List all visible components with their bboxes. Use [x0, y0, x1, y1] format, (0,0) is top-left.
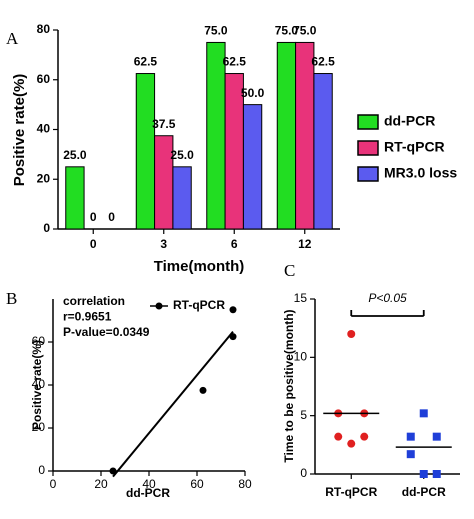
- x-tick-label: 6: [231, 237, 238, 251]
- y-tick-label: 0: [43, 221, 50, 235]
- y-tick-label: 60: [32, 334, 46, 348]
- legend-label: MR3.0 loss: [384, 165, 457, 181]
- point: [419, 409, 428, 418]
- value-label: 75.0: [204, 24, 228, 38]
- y-axis-title: Positive rate(%): [30, 340, 44, 430]
- y-tick-label: 0: [38, 463, 45, 477]
- y-tick-label: 10: [294, 350, 308, 364]
- point: [419, 470, 428, 478]
- legend-label: RT-qPCR: [384, 139, 445, 155]
- value-label: 62.5: [311, 55, 335, 69]
- bar: [135, 73, 156, 230]
- y-tick-label: 20: [37, 171, 51, 185]
- bar: [242, 104, 263, 230]
- legend-swatch: [357, 114, 379, 130]
- y-tick-label: 80: [37, 22, 51, 36]
- value-label: 62.5: [223, 55, 247, 69]
- annotation: r=0.9651: [63, 310, 112, 324]
- legend-swatch: [357, 140, 379, 156]
- point: [199, 386, 207, 394]
- point: [432, 470, 441, 478]
- value-label: 75.0: [275, 24, 299, 38]
- point: [347, 439, 356, 448]
- y-axis-title: Time to be positive(month): [282, 309, 296, 462]
- bar: [276, 41, 297, 230]
- annotation: correlation: [63, 294, 125, 308]
- x-tick-label: 40: [142, 477, 156, 491]
- point: [334, 432, 343, 441]
- y-tick-label: 40: [32, 377, 46, 391]
- bar: [65, 166, 85, 230]
- value-label: 25.0: [63, 148, 87, 162]
- x-tick-label: 3: [160, 237, 167, 251]
- x-tick-label: 80: [238, 477, 252, 491]
- value-label: 25.0: [170, 148, 194, 162]
- point: [229, 333, 237, 341]
- legend-swatch: [357, 166, 379, 182]
- trend-line: [112, 330, 234, 478]
- point: [406, 450, 415, 459]
- y-tick-label: 15: [294, 291, 308, 305]
- point: [432, 432, 441, 441]
- legend-label: RT-qPCR: [173, 298, 225, 312]
- point: [360, 432, 369, 441]
- x-tick-label: dd-PCR: [402, 485, 446, 499]
- annotation: P-value=0.0349: [63, 325, 150, 339]
- value-label: 37.5: [152, 117, 176, 131]
- value-label: 75.0: [293, 24, 317, 38]
- panel-label: A: [6, 29, 19, 48]
- point: [406, 432, 415, 441]
- value-label: 62.5: [134, 55, 158, 69]
- bar: [313, 73, 333, 230]
- annotation: P<0.05: [368, 291, 407, 305]
- y-tick-label: 5: [300, 408, 307, 422]
- y-axis-title: Positive rate(%): [11, 74, 28, 187]
- y-tick-label: 0: [300, 466, 307, 480]
- point: [109, 467, 117, 475]
- value-label: 0: [90, 210, 97, 224]
- bar: [206, 41, 226, 230]
- y-tick-label: 60: [37, 72, 51, 86]
- x-tick-label: RT-qPCR: [325, 485, 377, 499]
- point: [229, 306, 237, 314]
- legend-marker: [155, 302, 163, 310]
- x-tick-label: 20: [94, 477, 108, 491]
- x-axis-title: Time(month): [154, 258, 245, 275]
- legend-label: dd-PCR: [384, 113, 435, 129]
- panel-label: B: [6, 289, 17, 308]
- value-label: 50.0: [241, 86, 265, 100]
- point: [347, 330, 356, 338]
- x-tick-label: 60: [190, 477, 204, 491]
- x-tick-label: 0: [50, 477, 57, 491]
- bar: [172, 166, 192, 230]
- significance-bracket: [350, 310, 425, 317]
- panel-label: C: [284, 261, 295, 280]
- x-tick-label: 0: [90, 237, 97, 251]
- x-axis-title: dd-PCR: [126, 486, 170, 500]
- value-label: 0: [108, 210, 115, 224]
- x-tick-label: 12: [298, 237, 312, 251]
- bar: [295, 41, 315, 230]
- y-tick-label: 40: [37, 122, 51, 136]
- y-tick-label: 20: [32, 420, 46, 434]
